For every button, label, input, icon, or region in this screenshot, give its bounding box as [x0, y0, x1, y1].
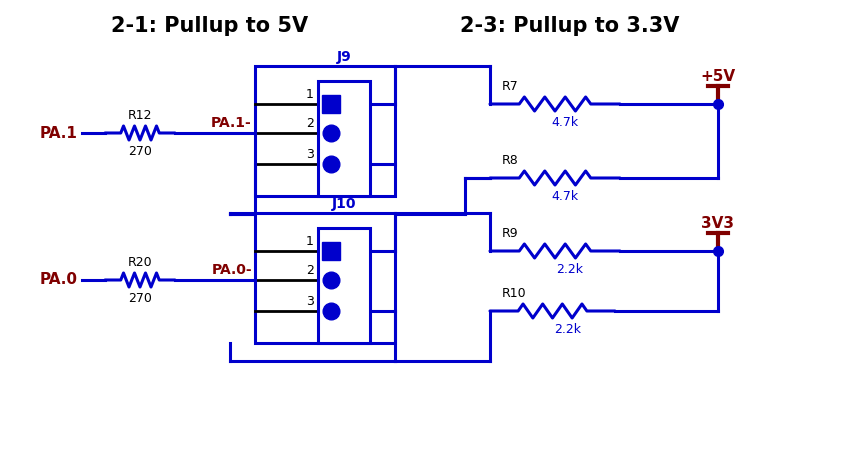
Text: 2-3: Pullup to 3.3V: 2-3: Pullup to 3.3V	[460, 16, 680, 36]
Text: 2-1: Pullup to 5V: 2-1: Pullup to 5V	[112, 16, 308, 36]
Text: PA.0-: PA.0-	[211, 263, 252, 277]
Text: 3: 3	[306, 295, 314, 308]
Text: R8: R8	[502, 154, 519, 167]
Text: R9: R9	[502, 227, 519, 240]
Text: PA.0: PA.0	[40, 272, 78, 288]
Bar	[322, 242, 340, 260]
Bar	[318, 228, 370, 343]
Text: 3V3: 3V3	[701, 216, 734, 231]
Text: 4.7k: 4.7k	[551, 190, 579, 203]
Text: 270: 270	[128, 145, 152, 158]
Text: R10: R10	[502, 287, 527, 300]
Text: 2: 2	[306, 117, 314, 130]
Text: R20: R20	[128, 256, 153, 269]
Text: J9: J9	[337, 50, 351, 64]
Text: 4.7k: 4.7k	[551, 116, 579, 129]
Text: 3: 3	[306, 148, 314, 161]
Bar	[318, 81, 370, 196]
Bar	[255, 66, 395, 196]
Text: +5V: +5V	[700, 69, 735, 84]
Bar	[255, 213, 395, 343]
Text: 2: 2	[306, 264, 314, 277]
Text: 2.2k: 2.2k	[554, 323, 581, 336]
Text: PA.1: PA.1	[40, 125, 78, 141]
Text: 1: 1	[306, 235, 314, 248]
Text: R12: R12	[128, 109, 153, 122]
Text: J10: J10	[331, 197, 356, 211]
Text: R7: R7	[502, 80, 519, 93]
Text: 2.2k: 2.2k	[556, 263, 584, 276]
Text: 1: 1	[306, 88, 314, 101]
Bar	[322, 95, 340, 113]
Text: 270: 270	[128, 292, 152, 305]
Text: PA.1-: PA.1-	[211, 116, 252, 130]
